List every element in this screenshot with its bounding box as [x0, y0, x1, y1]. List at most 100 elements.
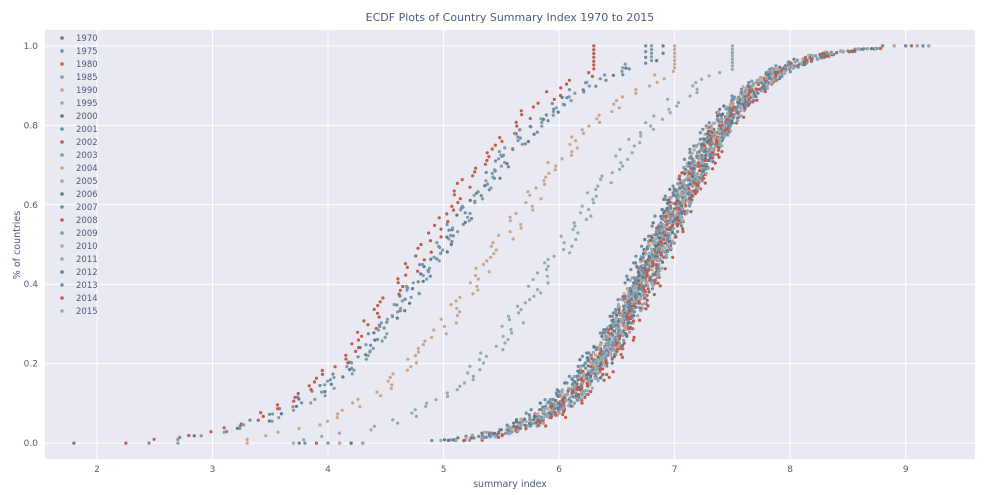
data-point: [416, 246, 420, 250]
data-point: [468, 281, 472, 285]
data-point: [595, 359, 599, 363]
legend: 1970 1975 1980 1985 1990 1995 2000 2001 2002 2003…: [60, 34, 98, 317]
data-point: [661, 249, 665, 253]
legend-label: 2009: [76, 229, 98, 239]
data-point: [549, 405, 554, 410]
data-point: [292, 399, 296, 403]
data-point: [546, 119, 550, 123]
data-point: [490, 147, 494, 151]
data-point: [679, 214, 683, 218]
data-point: [474, 266, 478, 270]
data-point: [560, 398, 565, 402]
data-point: [581, 131, 586, 135]
data-point: [501, 153, 506, 157]
data-point: [276, 407, 280, 411]
data-point: [445, 391, 449, 395]
data-point: [571, 382, 575, 386]
data-point: [778, 65, 782, 69]
data-point: [773, 68, 778, 72]
data-point: [696, 184, 700, 188]
data-point: [587, 71, 591, 75]
data-point: [377, 315, 381, 319]
data-point: [147, 441, 151, 445]
data-point: [726, 111, 730, 115]
data-point: [686, 183, 690, 187]
data-point: [429, 250, 433, 254]
data-point: [639, 306, 643, 310]
data-point: [618, 331, 622, 335]
data-point: [500, 139, 504, 143]
data-point: [585, 377, 589, 381]
data-point: [416, 346, 420, 350]
data-point: [248, 418, 252, 422]
data-point: [592, 44, 596, 48]
data-point: [680, 204, 684, 208]
data-point: [386, 379, 390, 383]
data-point: [700, 77, 704, 81]
data-point: [366, 332, 370, 336]
data-point: [506, 165, 510, 169]
data-point: [446, 220, 450, 224]
data-point: [584, 366, 588, 370]
data-point: [694, 81, 698, 85]
data-point: [587, 351, 591, 355]
data-point: [650, 236, 654, 240]
data-point: [358, 405, 362, 409]
data-point: [628, 330, 632, 334]
data-point: [375, 311, 380, 315]
data-point: [651, 264, 655, 268]
data-point: [673, 51, 677, 55]
legend-label: 2007: [76, 203, 98, 213]
data-point: [592, 63, 596, 67]
data-point: [364, 353, 368, 357]
data-point: [622, 316, 626, 320]
data-point: [559, 86, 563, 90]
data-point: [501, 348, 505, 352]
data-point: [279, 412, 283, 416]
data-point: [892, 44, 896, 48]
data-point: [634, 286, 638, 290]
data-point: [628, 278, 632, 283]
data-point: [445, 212, 449, 216]
data-point: [663, 241, 667, 245]
data-point: [682, 166, 686, 170]
data-point: [541, 421, 545, 425]
data-point: [544, 113, 549, 117]
data-point: [335, 416, 339, 420]
data-point: [400, 299, 404, 303]
data-point: [366, 323, 370, 327]
data-point: [707, 121, 711, 125]
data-point: [600, 174, 604, 178]
data-point: [297, 441, 301, 445]
data-point: [915, 44, 919, 48]
data-point: [744, 86, 748, 91]
data-point: [730, 64, 735, 68]
data-point: [713, 145, 717, 149]
data-point: [561, 406, 566, 410]
data-point: [654, 250, 659, 254]
data-point: [506, 428, 510, 432]
data-point: [702, 137, 707, 141]
data-point: [660, 229, 664, 233]
data-point: [718, 129, 722, 133]
data-point: [275, 403, 280, 407]
data-point: [553, 407, 557, 411]
data-point: [615, 349, 619, 353]
legend-marker: [60, 49, 64, 53]
data-point: [660, 234, 664, 238]
data-point: [730, 44, 735, 48]
data-point: [570, 377, 574, 381]
data-point: [485, 430, 489, 434]
data-point: [325, 419, 330, 423]
data-point: [326, 441, 330, 445]
data-point: [763, 90, 767, 94]
data-point: [673, 207, 677, 211]
data-point: [670, 231, 675, 235]
data-point: [687, 191, 691, 195]
data-point: [419, 272, 423, 276]
data-point: [830, 51, 834, 56]
data-point: [642, 271, 646, 275]
data-point: [619, 329, 624, 333]
data-point: [398, 309, 402, 313]
data-point: [635, 284, 639, 288]
